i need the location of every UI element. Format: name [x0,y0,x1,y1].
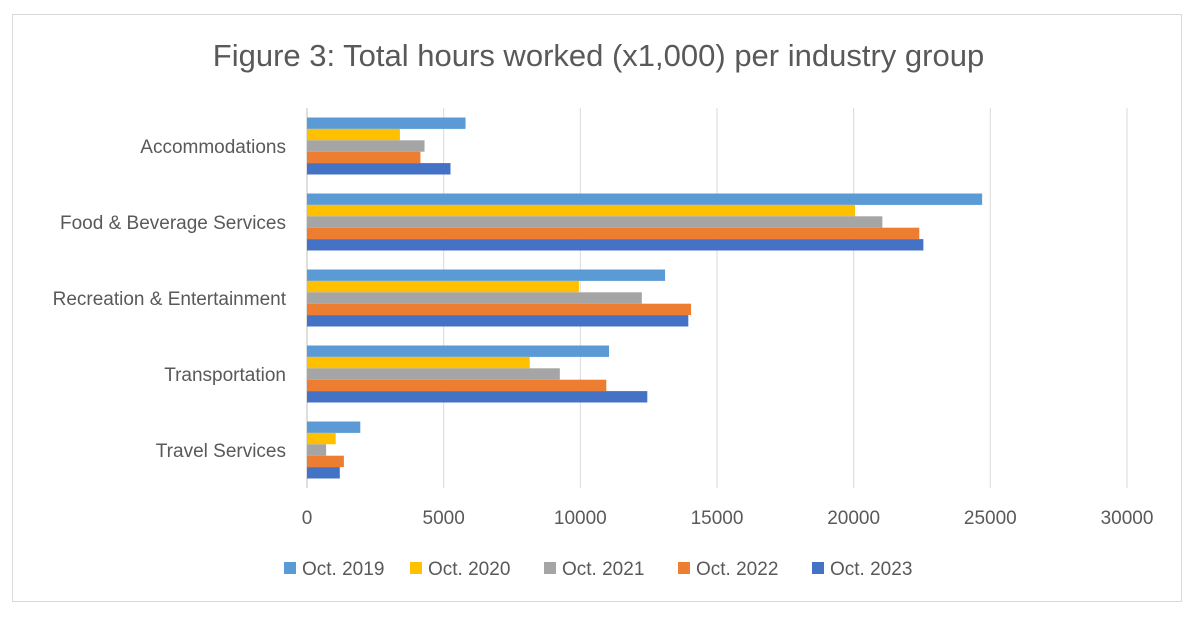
bar [307,280,579,293]
legend-label: Oct. 2020 [428,559,510,580]
bar [307,356,530,369]
bar [307,292,642,304]
legend-swatch [678,562,690,574]
x-tick-label: 30000 [1101,508,1154,529]
x-tick-label: 15000 [691,508,744,529]
bar [307,140,425,152]
legend-swatch [284,562,296,574]
x-tick-label: 25000 [964,508,1017,529]
bar [307,117,466,129]
category-label: Transportation [164,365,286,386]
bar [307,421,361,433]
bar [307,204,856,217]
bar [307,315,689,327]
category-label: Travel Services [156,441,286,462]
bar [307,151,421,164]
chart-title: Figure 3: Total hours worked (x1,000) pe… [212,38,985,73]
category-label: Food & Beverage Services [60,213,286,234]
x-tick-label: 10000 [554,508,607,529]
bar [307,444,327,456]
bar [307,432,336,445]
bar [307,368,560,380]
bar [307,303,692,316]
x-tick-label: 20000 [827,508,880,529]
category-label: Recreation & Entertainment [53,289,287,310]
legend-swatch [410,562,422,574]
legend-label: Oct. 2021 [562,559,644,580]
bar [307,391,648,403]
bar [307,163,451,175]
bar [307,227,920,240]
x-tick-label: 0 [302,508,313,529]
x-tick-label: 5000 [423,508,465,529]
bar [307,467,340,479]
bar [307,379,607,392]
legend-swatch [812,562,824,574]
bar [307,239,924,251]
legend-label: Oct. 2023 [830,559,912,580]
category-label: Accommodations [140,137,286,158]
legend-label: Oct. 2022 [696,559,778,580]
bar [307,193,983,205]
bar [307,128,400,141]
bar [307,269,666,281]
legend-swatch [544,562,556,574]
bar [307,345,610,357]
bar [307,216,883,228]
legend-label: Oct. 2019 [302,559,384,580]
bar [307,455,344,468]
